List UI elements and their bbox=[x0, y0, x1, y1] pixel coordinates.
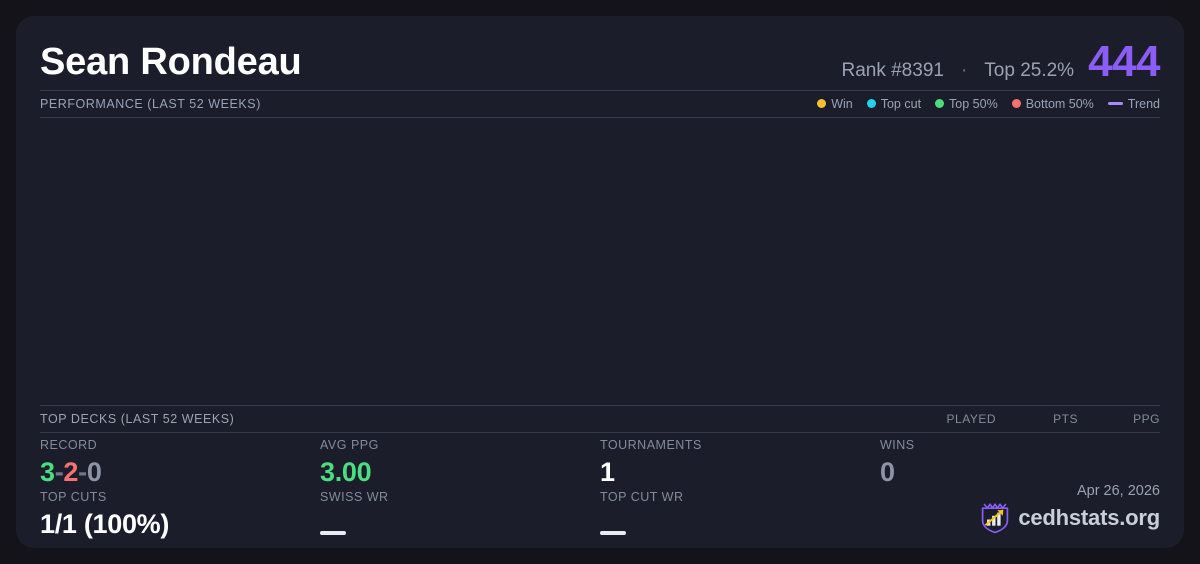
legend-label-bottom-50: Bottom 50% bbox=[1025, 96, 1094, 111]
stat-label-avg-ppg: AVG PPG bbox=[320, 438, 379, 452]
page-title: Sean Rondeau bbox=[40, 40, 302, 83]
performance-rule-bottom bbox=[40, 117, 1160, 118]
footer-date: Apr 26, 2026 bbox=[1076, 483, 1160, 499]
stats-grid: RECORD 3-2-0 AVG PPG 3.00 TOURNAMENTS 1 … bbox=[40, 438, 1160, 542]
performance-chart-plot[interactable] bbox=[40, 118, 1160, 405]
stat-value-top-cut-wr bbox=[600, 508, 880, 540]
player-stats-card: Sean Rondeau Rank #8391 · Top 25.2% 444 … bbox=[16, 16, 1184, 548]
empty-value-dash-icon bbox=[320, 530, 346, 535]
top-decks-rule-bottom bbox=[40, 432, 1160, 433]
legend-dot-win-icon bbox=[817, 99, 827, 108]
top-decks-rule-top bbox=[40, 405, 1160, 406]
empty-value-dash-icon-2 bbox=[600, 530, 626, 535]
record-sep-1: - bbox=[54, 457, 64, 487]
chart-legend: Win Top cut Top 50% Bottom 50% Trend bbox=[817, 97, 1160, 111]
stat-top-cuts: TOP CUTS 1/1 (100%) bbox=[40, 490, 320, 542]
record-wins: 3 bbox=[40, 457, 55, 487]
performance-section-title: PERFORMANCE (LAST 52 WEEKS) bbox=[40, 96, 261, 111]
record-losses: 2 bbox=[63, 457, 79, 487]
stat-label-top-cut-wr: TOP CUT WR bbox=[600, 490, 684, 504]
stat-label-record: RECORD bbox=[40, 438, 98, 452]
stat-value-swiss-wr bbox=[320, 508, 600, 540]
stats-row-primary: RECORD 3-2-0 AVG PPG 3.00 TOURNAMENTS 1 … bbox=[40, 438, 1160, 490]
rank-separator: · bbox=[960, 60, 968, 81]
stat-avg-ppg: AVG PPG 3.00 bbox=[320, 438, 600, 490]
top-decks-column-headers: PLAYED PTS PPG bbox=[900, 412, 1160, 426]
legend-dot-bottom-50-icon bbox=[1011, 99, 1021, 108]
legend-dot-top-cut-icon bbox=[866, 99, 876, 108]
legend-item-top-cut[interactable]: Top cut bbox=[866, 96, 922, 111]
rank-summary: Rank #8391 · Top 25.2% 444 bbox=[841, 37, 1160, 87]
legend-label-top-cut: Top cut bbox=[880, 96, 922, 111]
brand-name: cedhstats.org bbox=[1018, 505, 1160, 530]
legend-label-win: Win bbox=[831, 96, 853, 111]
cedhstats-shield-logo-icon bbox=[980, 502, 1010, 534]
performance-rule-top bbox=[40, 90, 1160, 91]
percentile-label: Top 25.2% bbox=[984, 60, 1075, 81]
legend-item-win[interactable]: Win bbox=[817, 97, 853, 111]
legend-item-trend[interactable]: Trend bbox=[1107, 96, 1160, 111]
score-value: 444 bbox=[1088, 37, 1160, 86]
stat-value-avg-ppg: 3.00 bbox=[320, 457, 372, 487]
stat-label-wins: WINS bbox=[880, 438, 915, 452]
record-sep-2: - bbox=[78, 457, 87, 487]
brand-row[interactable]: cedhstats.org bbox=[980, 502, 1160, 534]
stat-label-swiss-wr: SWISS WR bbox=[320, 490, 389, 504]
stat-record: RECORD 3-2-0 bbox=[40, 438, 320, 490]
stat-wins: WINS 0 bbox=[880, 438, 1160, 490]
footer-brand: Apr 26, 2026 cedhstats.org bbox=[980, 483, 1160, 534]
legend-item-bottom-50[interactable]: Bottom 50% bbox=[1011, 96, 1094, 111]
stat-value-top-cuts: 1/1 (100%) bbox=[40, 509, 170, 539]
stat-value-tournaments: 1 bbox=[600, 457, 615, 487]
legend-item-top-50[interactable]: Top 50% bbox=[935, 97, 998, 111]
record-draws: 0 bbox=[86, 457, 102, 487]
stats-row-secondary: TOP CUTS 1/1 (100%) SWISS WR TOP CUT WR bbox=[40, 490, 1160, 542]
stat-value-wins: 0 bbox=[880, 457, 895, 487]
stat-top-cut-wr: TOP CUT WR bbox=[600, 490, 880, 542]
performance-section-bar: PERFORMANCE (LAST 52 WEEKS) Win Top cut … bbox=[40, 90, 1160, 117]
legend-label-trend: Trend bbox=[1127, 96, 1160, 111]
stat-value-record: 3-2-0 bbox=[40, 456, 320, 488]
column-header-pts: PTS bbox=[1053, 411, 1078, 426]
legend-label-top-50: Top 50% bbox=[949, 96, 998, 111]
top-decks-section-title: TOP DECKS (LAST 52 WEEKS) bbox=[40, 411, 235, 426]
card-header: Sean Rondeau Rank #8391 · Top 25.2% 444 bbox=[40, 30, 1160, 94]
legend-dot-top-50-icon bbox=[935, 99, 945, 108]
column-header-ppg: PPG bbox=[1133, 411, 1160, 426]
stat-swiss-wr: SWISS WR bbox=[320, 490, 600, 542]
top-decks-section-bar: TOP DECKS (LAST 52 WEEKS) PLAYED PTS PPG bbox=[40, 405, 1160, 432]
stat-tournaments: TOURNAMENTS 1 bbox=[600, 438, 880, 490]
stat-label-top-cuts: TOP CUTS bbox=[40, 490, 107, 504]
column-header-played: PLAYED bbox=[946, 411, 996, 426]
stat-label-tournaments: TOURNAMENTS bbox=[600, 438, 702, 452]
rank-label: Rank #8391 bbox=[841, 60, 944, 81]
legend-line-trend-icon bbox=[1107, 102, 1123, 105]
